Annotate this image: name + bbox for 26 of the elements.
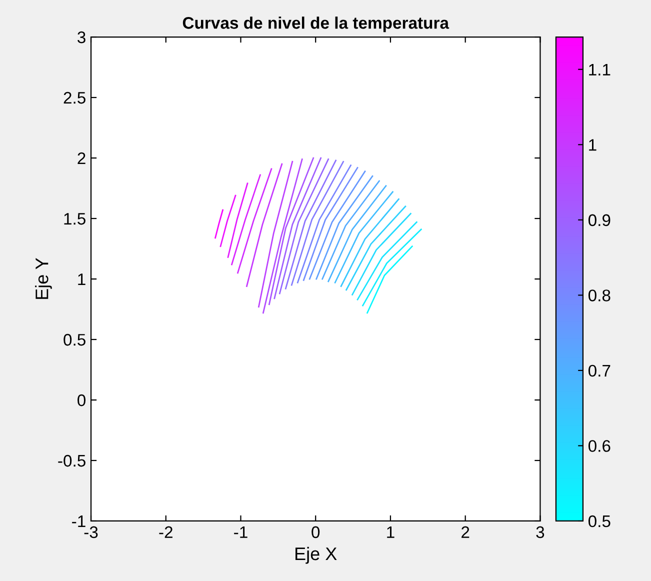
x-tick-label: -3 — [84, 526, 98, 538]
x-tick-label: 2 — [462, 526, 470, 538]
y-tick-label: 3 — [78, 31, 86, 44]
color-bar-label: 1 — [589, 139, 596, 151]
x-tick-label: -2 — [159, 526, 172, 538]
x-axis-title: Eje X — [296, 546, 337, 564]
y-tick-label: 0 — [78, 394, 86, 406]
x-tick-label: 3 — [536, 526, 544, 538]
y-tick-label: 0.5 — [64, 334, 86, 346]
x-tick-label: 0 — [312, 526, 320, 538]
color-bar-label: 0.8 — [588, 290, 610, 302]
color-bar-label: 0.5 — [588, 515, 610, 528]
y-tick-label: -0.5 — [58, 454, 86, 467]
color-bar-label: 0.6 — [588, 440, 610, 452]
x-tick-label: -1 — [234, 526, 248, 538]
y-tick-label: 2.5 — [64, 92, 86, 104]
color-bar-label: 0.9 — [588, 214, 610, 226]
color-bar-label: 0.7 — [588, 364, 610, 377]
color-bar-label: 1.1 — [589, 64, 610, 76]
y-tick-label: -1 — [72, 516, 86, 528]
chart-title: Curvas de nivel de la temperatura — [182, 16, 450, 32]
y-axis-title: Eje Y — [35, 258, 52, 299]
x-tick-label: 1 — [387, 526, 394, 538]
y-tick-label: 1.5 — [64, 213, 86, 225]
y-tick-label: 1 — [78, 274, 86, 286]
y-tick-label: 2 — [78, 152, 86, 164]
